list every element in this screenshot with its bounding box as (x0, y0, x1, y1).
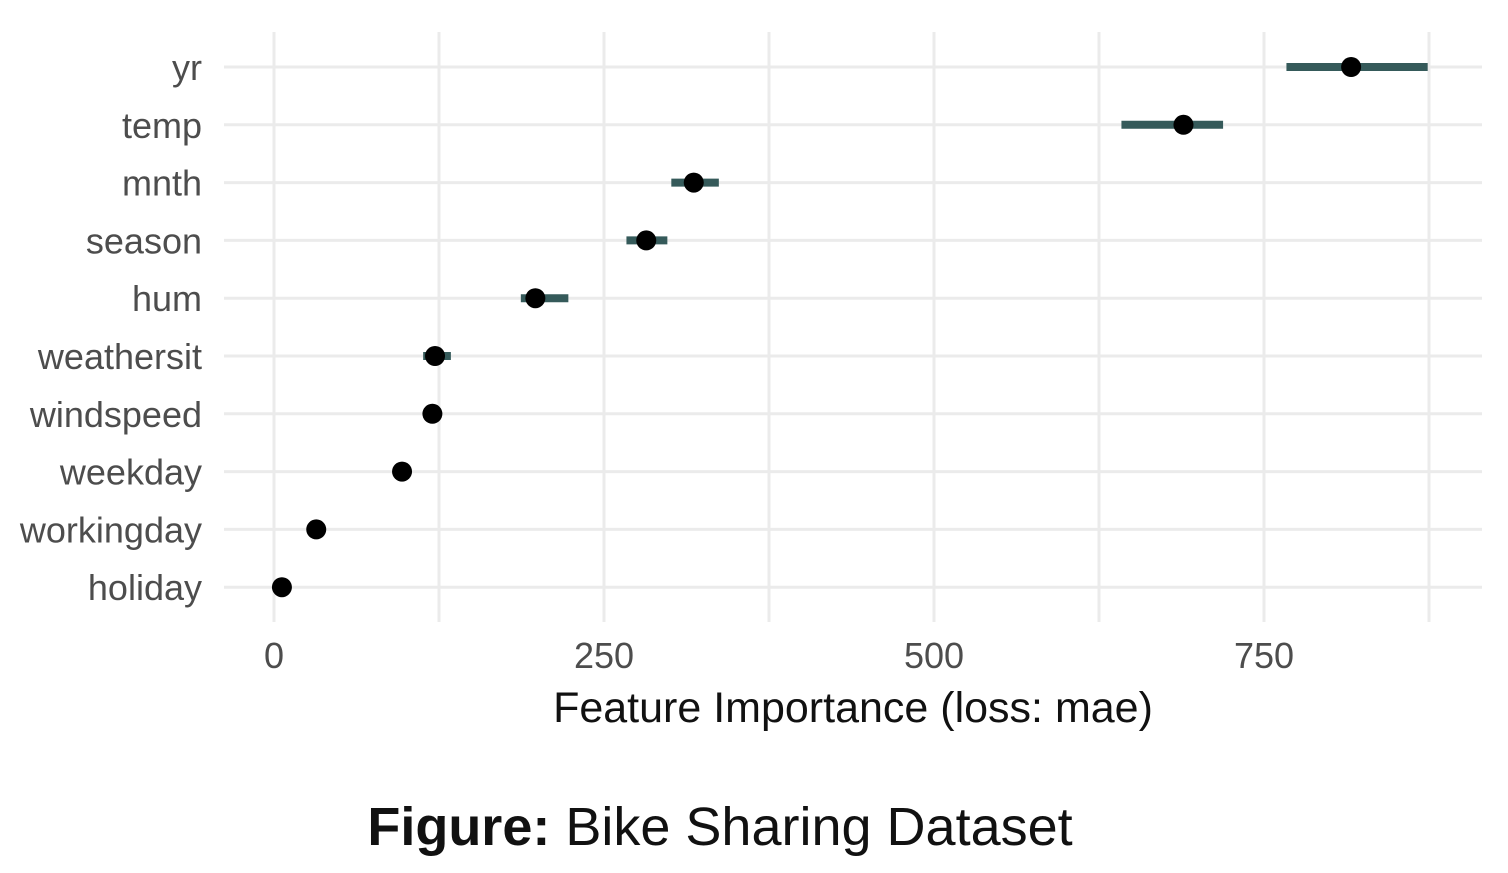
point-season (636, 230, 657, 251)
figure-caption: Figure: Bike Sharing Dataset (0, 796, 1440, 858)
caption-text: Bike Sharing Dataset (565, 797, 1073, 857)
y-tick-label: mnth (122, 163, 202, 204)
importance-points (271, 57, 1362, 598)
point-temp (1173, 114, 1194, 135)
interval-bars (280, 63, 1428, 592)
y-tick-labels: yr temp mnth season hum weathersit windspeed we… (19, 47, 202, 608)
point-mnth (683, 172, 704, 193)
y-tick-label: weathersit (37, 336, 202, 377)
x-axis-label: Feature Importance (loss: mae) (553, 684, 1153, 732)
y-tick-label: hum (132, 278, 202, 319)
point-weathersit (425, 346, 446, 366)
y-tick-label: windspeed (29, 394, 202, 435)
point-weekday (392, 461, 413, 482)
y-tick-label: holiday (88, 567, 202, 608)
y-tick-label: temp (122, 105, 202, 146)
grid-lines (224, 32, 1482, 622)
point-hum (525, 288, 546, 309)
y-tick-label: season (86, 220, 202, 261)
x-tick-labels: 0 250 500 750 (264, 635, 1294, 676)
x-tick-label: 250 (574, 635, 634, 676)
x-tick-label: 750 (1234, 635, 1294, 676)
point-yr (1341, 57, 1362, 77)
feature-importance-chart: yr temp mnth season hum weathersit windspeed we… (19, 32, 1482, 732)
caption-label: Figure: (367, 797, 551, 857)
x-tick-label: 0 (264, 635, 284, 676)
y-tick-label: workingday (19, 509, 202, 550)
y-tick-label: yr (172, 47, 202, 88)
y-tick-label: weekday (59, 452, 202, 493)
point-holiday (271, 577, 292, 598)
point-windspeed (422, 403, 443, 424)
x-tick-label: 500 (904, 635, 964, 676)
point-workingday (306, 519, 327, 540)
